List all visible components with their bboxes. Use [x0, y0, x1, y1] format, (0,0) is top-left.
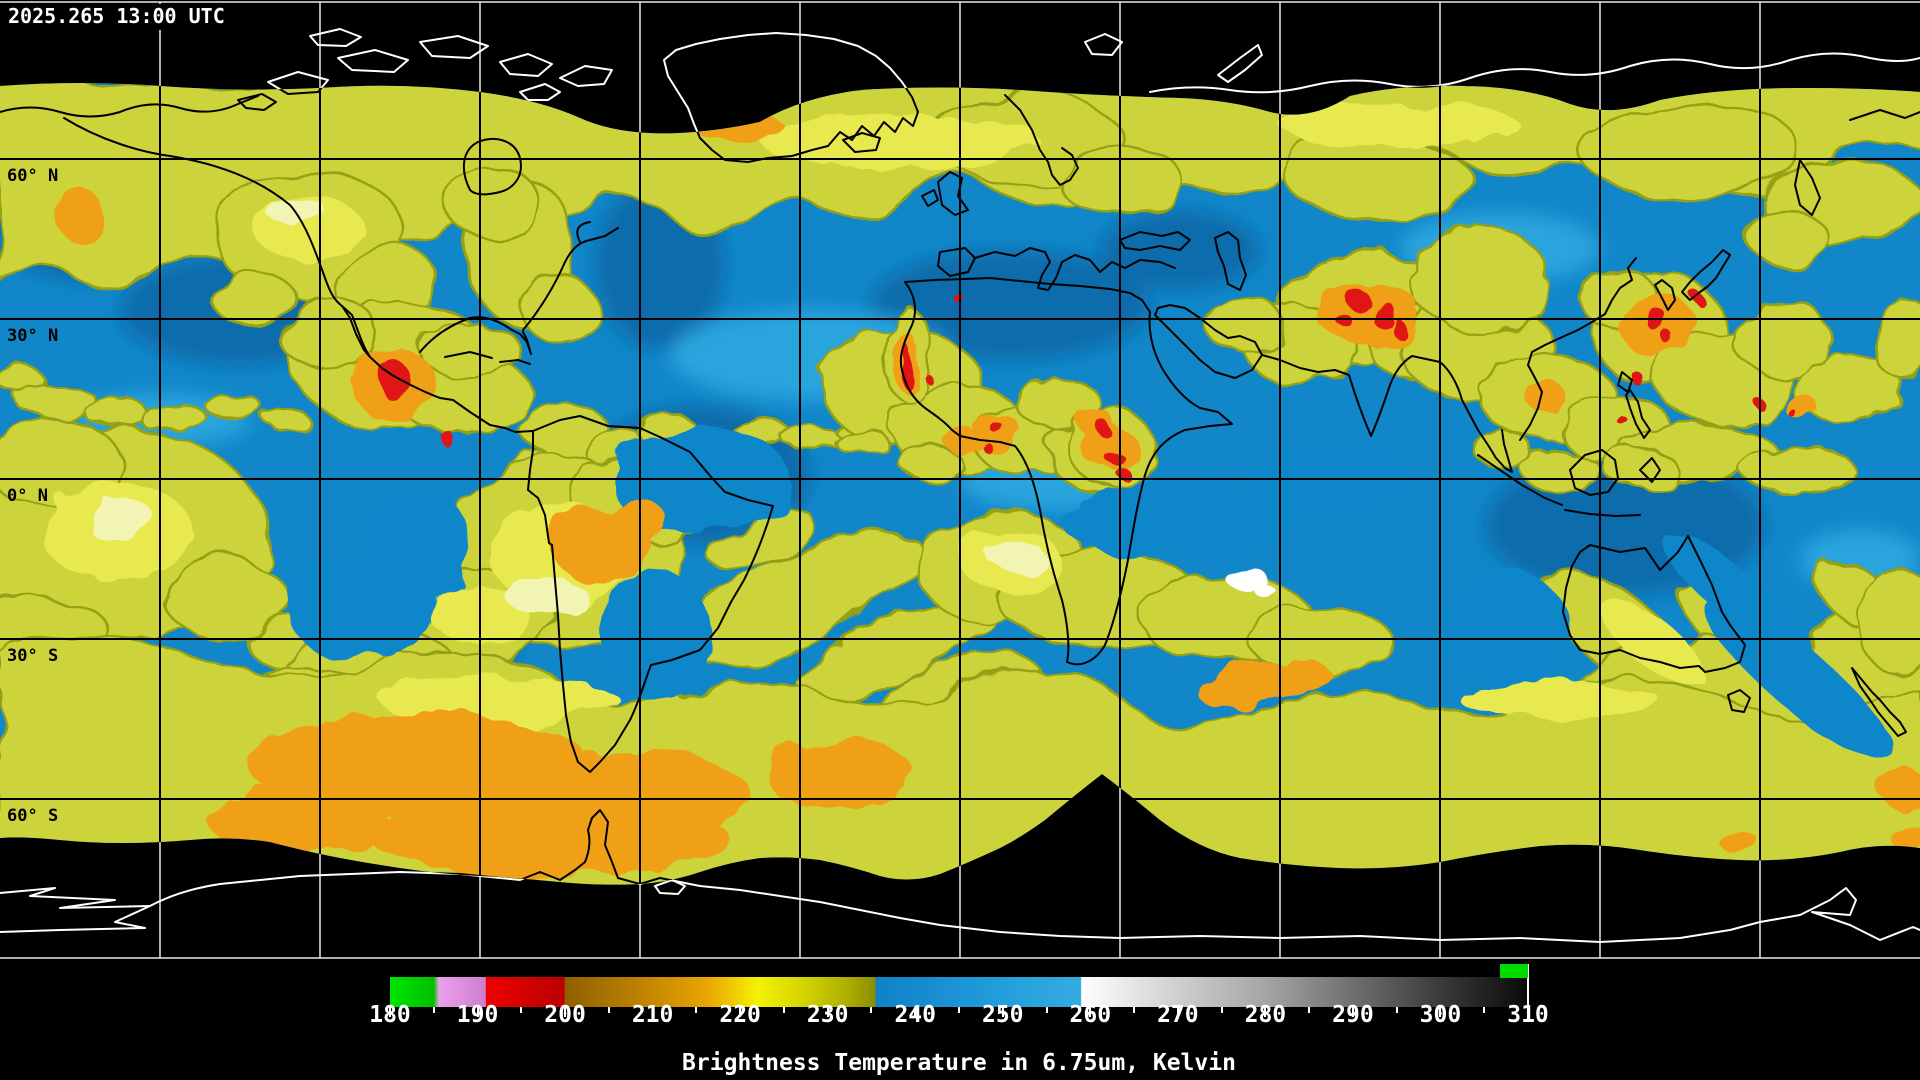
colorbar-minor-tick	[695, 1007, 698, 1013]
overshooting-tops	[379, 287, 1794, 596]
colorbar-tick-label: 200	[544, 1002, 586, 1028]
colorbar-minor-tick	[1220, 1007, 1223, 1013]
colorbar-tick-label: 270	[1157, 1002, 1199, 1028]
colorbar-major-tick	[1527, 964, 1529, 1017]
colorbar-tick-label: 240	[894, 1002, 936, 1028]
colorbar-minor-tick	[958, 1007, 960, 1013]
colorbar-major-tick	[1176, 1007, 1179, 1017]
colorbar-major-tick	[826, 1007, 829, 1017]
colorbar-major-tick	[1351, 1007, 1354, 1017]
colorbar-minor-tick	[1308, 1007, 1311, 1013]
colorbar-major-tick	[1089, 1007, 1092, 1017]
colorbar-minor-tick	[607, 1007, 610, 1013]
colorbar-major-tick	[651, 1007, 654, 1017]
colorbar-tick-label: 250	[981, 1002, 1024, 1028]
colorbar-major-tick	[564, 1007, 567, 1017]
latitude-label: 60° N	[7, 166, 59, 186]
colorbar-minor-tick	[1483, 1007, 1486, 1013]
colorbar-major-tick	[914, 1007, 917, 1017]
colorbar: 180 190 200 210 220 230 240 250 260 270 280 290 300 3…	[0, 958, 1920, 1080]
colorbar-minor-tick	[520, 1007, 523, 1013]
colorbar-minor-tick	[1045, 1007, 1048, 1013]
colorbar-major-tick	[739, 1007, 742, 1017]
colorbar-minor-tick	[432, 1007, 435, 1013]
colorbar-major-tick	[389, 1007, 391, 1017]
colorbar-major-tick	[1001, 1007, 1004, 1017]
timestamp: 2025.265 13:00 UTC	[8, 4, 231, 30]
colorbar-tick-label: 220	[719, 1002, 761, 1028]
colorbar-tick-label: 290	[1332, 1002, 1374, 1028]
colorbar-tick-label: 310	[1507, 1002, 1549, 1028]
colorbar-minor-tick	[870, 1007, 873, 1013]
colorbar-minor-tick	[1395, 1007, 1398, 1013]
colorbar-major-tick	[476, 1007, 479, 1017]
graticule-on-data	[0, 83, 1920, 885]
latitude-label: 60° S	[7, 806, 59, 826]
colorbar-major-tick	[1264, 1007, 1267, 1017]
colorbar-overflow-swatch	[1500, 964, 1528, 978]
colorbar-tick-label: 210	[631, 1002, 674, 1028]
colorbar-tick-label: 180	[369, 1002, 411, 1028]
colorbar-gradient	[390, 977, 1528, 1007]
colorbar-tick-label: 230	[806, 1002, 849, 1028]
colorbar-major-tick	[1439, 1007, 1442, 1017]
colorbar-tick-label: 190	[456, 1002, 499, 1028]
colorbar-caption: Brightness Temperature in 6.75um, Kelvin	[682, 1050, 1236, 1076]
latitude-label: 30° N	[7, 326, 59, 346]
colorbar-tick-label: 300	[1419, 1002, 1462, 1028]
colorbar-minor-tick	[782, 1007, 785, 1013]
colorbar-tick-label: 280	[1244, 1002, 1287, 1028]
latitude-label: 30° S	[7, 646, 59, 666]
latitude-label: 0° N	[7, 486, 48, 506]
colorbar-minor-tick	[1133, 1007, 1136, 1013]
colorbar-tick-label: 260	[1069, 1002, 1112, 1028]
